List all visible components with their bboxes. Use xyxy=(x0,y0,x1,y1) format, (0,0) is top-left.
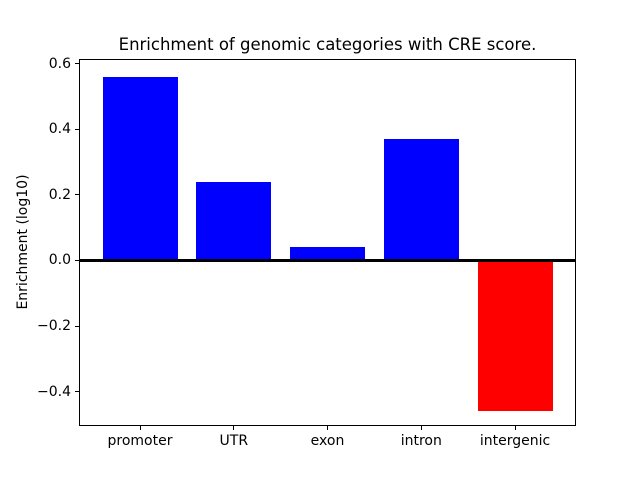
y-tick xyxy=(75,391,79,392)
x-tick-label-UTR: UTR xyxy=(219,433,249,449)
x-tick-label-exon: exon xyxy=(310,433,345,449)
zero-baseline xyxy=(79,259,576,262)
chart-title: Enrichment of genomic categories with CR… xyxy=(118,35,537,54)
y-tick xyxy=(75,63,79,65)
x-tick xyxy=(420,426,422,430)
y-tick-label: 0.0 xyxy=(48,252,71,269)
x-tick xyxy=(327,426,328,430)
y-tick-label: 0.4 xyxy=(48,121,71,138)
y-tick xyxy=(75,325,79,327)
bar-exon xyxy=(290,247,365,261)
x-tick xyxy=(233,426,235,430)
x-tick-label-intergenic: intergenic xyxy=(479,433,551,449)
y-tick xyxy=(75,259,79,261)
y-tick xyxy=(75,128,79,130)
y-tick-label: −0.4 xyxy=(37,383,71,400)
bar-intron xyxy=(383,139,459,261)
y-tick-label: 0.6 xyxy=(48,55,71,72)
bar-promoter xyxy=(102,76,178,261)
y-tick-label: 0.2 xyxy=(48,186,71,203)
y-tick xyxy=(75,194,79,196)
plot-area xyxy=(79,59,576,426)
x-tick-label-promoter: promoter xyxy=(107,433,173,449)
y-tick-label: −0.2 xyxy=(37,318,71,334)
x-tick xyxy=(514,426,516,430)
x-tick xyxy=(139,426,141,430)
x-tick-label-intron: intron xyxy=(400,433,442,449)
bar-intergenic xyxy=(477,260,553,412)
bar-UTR xyxy=(196,181,272,261)
